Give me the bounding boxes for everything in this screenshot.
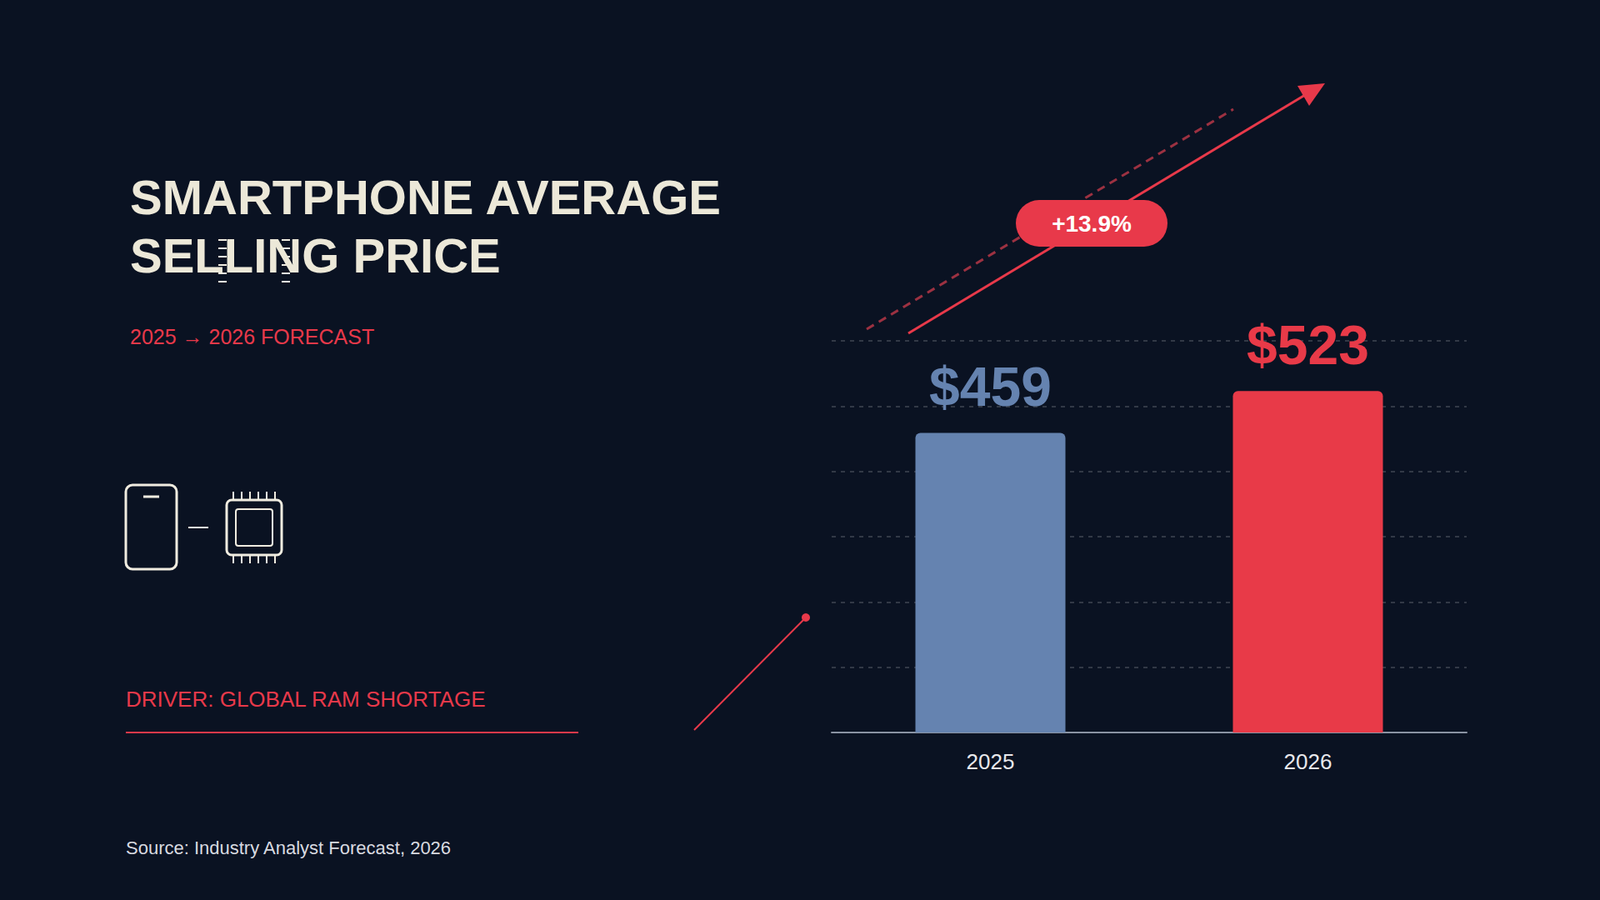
- svg-text:SELLING PRICE: SELLING PRICE: [130, 228, 501, 283]
- svg-text:+13.9%: +13.9%: [1051, 210, 1132, 237]
- svg-text:Source: Industry Analyst Forec: Source: Industry Analyst Forecast, 2026: [125, 837, 451, 859]
- svg-text:SMARTPHONE AVERAGE: SMARTPHONE AVERAGE: [130, 170, 721, 225]
- svg-text:$523: $523: [1246, 314, 1370, 376]
- svg-text:2025 → 2026 FORECAST: 2025 → 2026 FORECAST: [130, 325, 375, 349]
- svg-text:$459: $459: [929, 355, 1052, 418]
- svg-text:DRIVER: GLOBAL RAM SHORTAGE: DRIVER: GLOBAL RAM SHORTAGE: [125, 686, 486, 712]
- svg-text:2025: 2025: [966, 749, 1015, 775]
- svg-text:2026: 2026: [1284, 749, 1333, 775]
